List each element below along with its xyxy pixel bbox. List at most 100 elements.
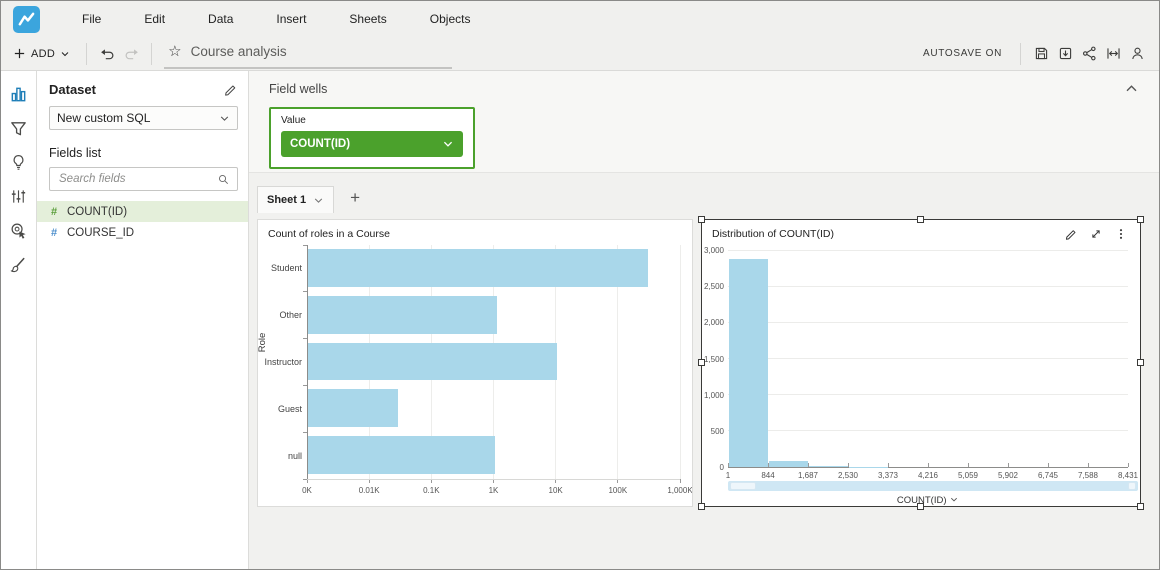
bar-guest[interactable] [308, 389, 398, 428]
edit-pencil-icon [225, 85, 236, 96]
menu-kebab-icon [1119, 229, 1123, 239]
field-row-course-id[interactable]: # COURSE_ID [37, 222, 248, 243]
menu-edit[interactable]: Edit [144, 12, 166, 26]
resize-handle-ne[interactable] [1137, 216, 1144, 223]
x-tick-label: 1 [725, 471, 731, 480]
actions-icon [11, 223, 26, 239]
search-input[interactable] [57, 172, 213, 186]
range-slider-right-handle[interactable] [1128, 482, 1136, 490]
redo-button[interactable] [119, 42, 143, 66]
histogram-bin-1[interactable] [769, 461, 808, 467]
quicksight-logo-icon[interactable] [13, 5, 40, 33]
bar-student[interactable] [308, 249, 649, 287]
chevron-down-icon [314, 197, 323, 203]
fields-list-label: Fields list [49, 146, 102, 160]
x-tick-label: 844 [761, 471, 775, 480]
menu-file[interactable]: File [82, 12, 102, 26]
x-axis-title-text: COUNT(ID) [896, 495, 947, 506]
user-menu-button[interactable] [1125, 42, 1149, 66]
resize-handle-se[interactable] [1137, 503, 1144, 510]
resize-handle-w[interactable] [698, 359, 705, 366]
dataset-selector[interactable]: New custom SQL [49, 106, 238, 130]
field-row-count-id[interactable]: # COUNT(ID) [37, 201, 248, 222]
range-slider-left-handle[interactable] [730, 482, 756, 490]
menu-objects[interactable]: Objects [429, 12, 471, 26]
chevron-up-icon [1126, 85, 1137, 92]
y-axis-title: Role [258, 332, 268, 353]
rail-actions-button[interactable] [6, 217, 32, 243]
visual-count-of-roles[interactable]: Count of roles in a Course 0K 0.01K 0.1K 1K… [257, 219, 693, 507]
share-icon [1082, 46, 1096, 61]
bar-other[interactable] [308, 295, 498, 334]
histogram-bin-2[interactable] [809, 466, 848, 467]
x-tick-mark [727, 463, 729, 467]
rail-visualize-button[interactable] [6, 81, 32, 107]
chevron-down-icon [220, 115, 229, 121]
sheet-tab-bar: Sheet 1 + [249, 173, 1159, 213]
dataset-panel-title: Dataset [49, 82, 96, 97]
add-sheet-button[interactable]: + [350, 188, 361, 207]
x-tick-mark [1087, 463, 1089, 467]
bar-null[interactable] [308, 436, 495, 474]
undo-button[interactable] [95, 42, 119, 66]
field-name: COUNT(ID) [67, 205, 128, 218]
x-tick-mark [617, 479, 619, 483]
menu-sheets[interactable]: Sheets [349, 12, 387, 26]
rail-parameters-button[interactable] [6, 183, 32, 209]
collapse-field-wells-button[interactable] [1124, 81, 1139, 101]
autosave-status[interactable]: AUTOSAVE ON [922, 48, 1002, 59]
star-icon[interactable]: ☆ [168, 42, 182, 60]
gridline [728, 285, 1128, 287]
fit-width-button[interactable] [1101, 42, 1125, 66]
rail-themes-button[interactable] [6, 251, 32, 277]
field-well-value: Value COUNT(ID) [269, 107, 475, 169]
category-label: Student [270, 263, 302, 274]
maximize-visual-button[interactable] [1088, 226, 1104, 242]
field-well-pill[interactable]: COUNT(ID) [281, 131, 463, 157]
x-tick-label: 1,000K [667, 486, 692, 495]
histogram-bin-0[interactable] [729, 259, 768, 467]
rail-filter-button[interactable] [6, 115, 32, 141]
dataset-panel: Dataset New custom SQL Fields list # COU… [37, 71, 249, 569]
gridline [728, 249, 1128, 251]
visual-menu-button[interactable] [1113, 226, 1129, 242]
resize-handle-n[interactable] [917, 216, 924, 223]
menu-insert[interactable]: Insert [276, 12, 307, 26]
resize-handle-sw[interactable] [698, 503, 705, 510]
save-button[interactable] [1029, 42, 1053, 66]
field-well-value-text: COUNT(ID) [290, 138, 351, 150]
field-wells-section: Field wells Value COUNT(ID) [249, 71, 1159, 173]
x-tick-label: 4,216 [917, 471, 939, 480]
share-button[interactable] [1077, 42, 1101, 66]
analysis-title-field[interactable]: ☆ Course analysis [164, 39, 453, 69]
bar-instructor[interactable] [308, 342, 557, 381]
x-tick-mark [1127, 463, 1129, 467]
range-slider[interactable] [728, 481, 1138, 491]
x-tick-mark [967, 463, 969, 467]
visual-distribution-count-id[interactable]: Distribution of COUNT(ID) 0 500 1,000 1,500… [698, 216, 1144, 510]
menu-data[interactable]: Data [208, 12, 234, 26]
resize-handle-e[interactable] [1137, 359, 1144, 366]
category-label: Instructor [264, 357, 302, 367]
edit-visual-button[interactable] [1063, 226, 1079, 242]
y-axis-line [306, 245, 308, 479]
x-axis-title[interactable]: COUNT(ID) [728, 495, 1128, 506]
tab-sheet-1[interactable]: Sheet 1 [257, 186, 335, 213]
resize-handle-s[interactable] [917, 503, 924, 510]
sheet-tab-label: Sheet 1 [267, 194, 307, 206]
edit-dataset-button[interactable] [223, 82, 238, 97]
resize-handle-nw[interactable] [698, 216, 705, 223]
gridline [728, 358, 1128, 359]
user-icon [1131, 47, 1143, 60]
fields-search[interactable] [49, 167, 238, 191]
visualize-icon [11, 87, 26, 101]
analysis-title[interactable]: Course analysis [190, 43, 287, 59]
histogram-plot: 0 500 1,000 1,500 2,000 2,500 3,000 1 844 1,687 2,… [702, 241, 1140, 506]
add-button[interactable]: ADD [13, 47, 78, 60]
x-tick-label: 6,745 [1037, 471, 1059, 480]
redo-icon [125, 49, 138, 60]
export-button[interactable] [1053, 42, 1077, 66]
x-tick-mark [555, 479, 557, 483]
rail-insights-button[interactable] [6, 149, 32, 175]
